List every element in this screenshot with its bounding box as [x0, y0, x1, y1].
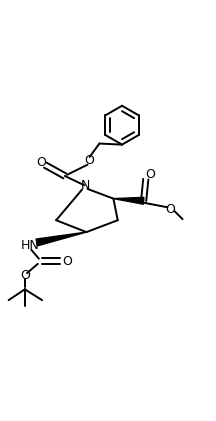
Text: O: O — [85, 155, 95, 167]
Text: O: O — [36, 157, 46, 170]
Text: O: O — [145, 168, 155, 181]
Text: O: O — [63, 255, 73, 268]
Text: N: N — [81, 179, 90, 192]
Text: HN: HN — [21, 239, 40, 252]
Text: O: O — [20, 269, 30, 282]
Polygon shape — [36, 232, 86, 246]
Text: O: O — [166, 203, 176, 216]
Polygon shape — [113, 197, 144, 204]
